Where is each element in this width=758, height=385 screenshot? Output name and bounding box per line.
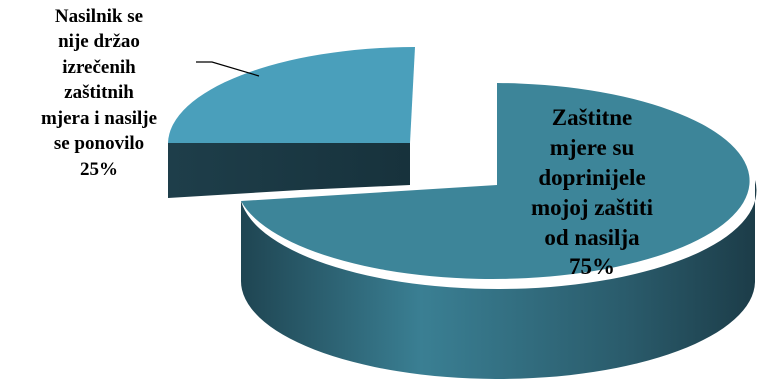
slice-label-big-line: Zaštitne — [551, 105, 633, 130]
slice-big-side — [240, 180, 757, 380]
slice-label-big-line: doprinijele — [538, 164, 646, 190]
slice-label-small: Nasilnik se nije držao izrečenih zaštitn… — [18, 4, 180, 182]
leader-line — [196, 61, 260, 77]
slice-label-small-line: nije držao — [58, 31, 140, 53]
slice-value-small: 25% — [80, 158, 118, 180]
slice-value-big: 75% — [569, 254, 615, 280]
slice-label-small-line: izrečenih — [62, 56, 136, 78]
slice-label-big-line: od nasilja — [544, 224, 640, 250]
slice-label-big-line: mjere su — [549, 134, 635, 160]
slice-small — [168, 47, 415, 143]
slice-label-small-line: se ponovilo — [53, 133, 145, 155]
slice-label-small-line: zaštitnih — [64, 82, 134, 104]
slice-label-small-line: Nasilnik se — [54, 6, 144, 27]
slice-small-side — [168, 143, 410, 198]
slice-label-big: Zaštitne mjere su doprinijele mojoj zašt… — [496, 103, 688, 282]
slice-label-big-line: mojoj zaštiti — [531, 194, 653, 220]
slice-label-small-line: mjera i nasilje — [40, 107, 158, 129]
slice-big — [241, 83, 750, 279]
